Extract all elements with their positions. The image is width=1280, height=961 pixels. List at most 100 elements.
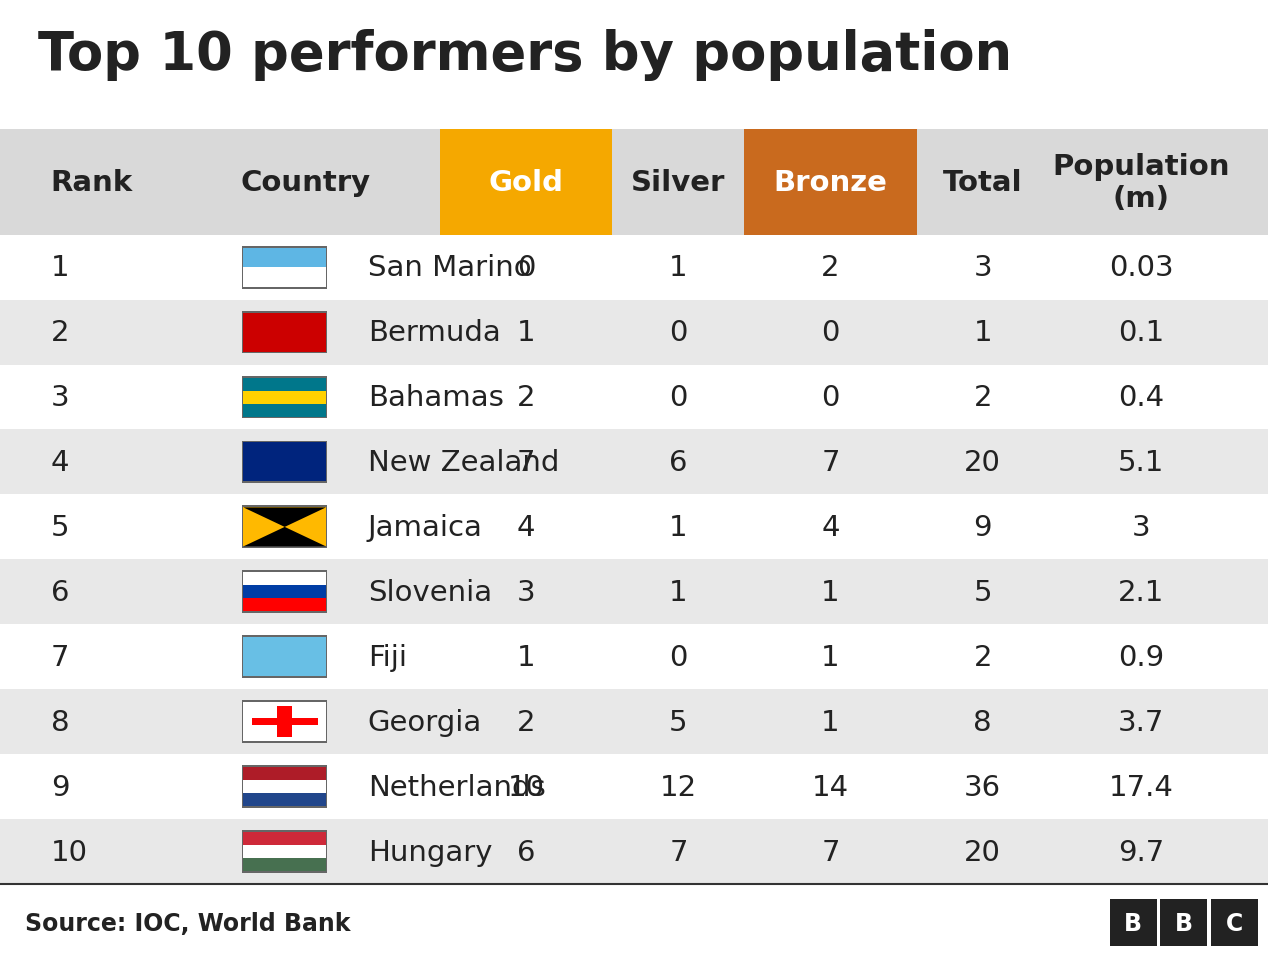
Text: 6: 6 [669,449,687,477]
Text: 20: 20 [964,838,1001,866]
Bar [0,690,1268,754]
Text: 2: 2 [51,319,69,347]
Bar [0,625,1268,690]
Text: 0: 0 [822,383,840,411]
Bar [1161,899,1207,946]
Bar [243,794,326,806]
Text: Fiji: Fiji [367,643,407,671]
Bar [242,247,328,289]
Text: 1: 1 [669,579,687,606]
Bar [0,300,1268,365]
Text: 7: 7 [669,838,687,866]
Text: 2: 2 [517,383,535,411]
Text: Total: Total [943,168,1023,197]
Text: 1: 1 [51,254,69,282]
Bar [243,443,326,481]
Text: Population
(m): Population (m) [1052,153,1230,212]
Text: 3: 3 [974,254,992,282]
Bar [242,377,328,419]
Text: Bahamas: Bahamas [367,383,503,411]
Text: 0.9: 0.9 [1119,643,1165,671]
Bar [242,830,328,874]
Text: 7: 7 [51,643,69,671]
Text: 5: 5 [669,708,687,736]
Bar [242,311,328,354]
Text: 5: 5 [974,579,992,606]
Text: Country: Country [241,168,371,197]
Text: 4: 4 [51,449,69,477]
Text: Georgia: Georgia [367,708,483,736]
Text: 3: 3 [51,383,69,411]
Text: 8: 8 [51,708,69,736]
Polygon shape [243,528,326,547]
Text: 2: 2 [517,708,535,736]
Text: 1: 1 [669,254,687,282]
Text: 8: 8 [974,708,992,736]
Bar [243,573,326,586]
Bar [243,780,326,794]
Text: 1: 1 [822,643,840,671]
Bar [243,832,326,846]
Text: 6: 6 [51,579,69,606]
Bar [242,441,328,484]
Bar [243,599,326,612]
Text: Slovenia: Slovenia [367,579,492,606]
Bar [242,765,328,808]
Bar [252,719,317,726]
Bar [243,508,326,547]
Text: 0.03: 0.03 [1108,254,1174,282]
Bar [745,130,916,235]
Text: 17.4: 17.4 [1108,773,1174,801]
Text: 14: 14 [812,773,849,801]
Bar [242,571,328,614]
Text: 1: 1 [669,513,687,541]
Text: 4: 4 [517,513,535,541]
Text: 2: 2 [974,643,992,671]
Text: Bronze: Bronze [773,168,887,197]
Bar [243,313,326,352]
Text: 0: 0 [822,319,840,347]
Bar [243,702,326,742]
Bar [242,636,328,678]
Text: Source: IOC, World Bank: Source: IOC, World Bank [26,911,351,934]
Bar [242,506,328,549]
Bar [243,249,326,268]
Text: 2: 2 [822,254,840,282]
Text: 3: 3 [517,579,535,606]
Text: B: B [1175,911,1193,934]
Text: 7: 7 [822,838,840,866]
Text: Netherlands: Netherlands [367,773,545,801]
Text: B: B [1124,911,1142,934]
Text: 0: 0 [669,383,687,411]
Bar [0,431,1268,495]
Text: 3: 3 [1132,513,1151,541]
Text: C: C [1226,911,1243,934]
Text: 1: 1 [517,319,535,347]
Text: 12: 12 [660,773,698,801]
Text: 4: 4 [822,513,840,541]
Text: 9: 9 [974,513,992,541]
Bar [1110,899,1157,946]
Text: 1: 1 [822,579,840,606]
Bar [243,405,326,417]
Text: 0.4: 0.4 [1119,383,1165,411]
Bar [243,379,326,391]
Bar [243,391,326,405]
Text: 10: 10 [508,773,545,801]
Bar [440,130,613,235]
Bar [0,365,1268,431]
Bar [0,130,1268,235]
Bar [243,767,326,780]
Text: 0: 0 [669,643,687,671]
Text: 9: 9 [51,773,69,801]
Text: Hungary: Hungary [367,838,493,866]
Bar [0,819,1268,884]
Text: Gold: Gold [489,168,563,197]
Bar [243,846,326,858]
Polygon shape [243,508,326,528]
Bar [243,638,326,677]
Text: Bermuda: Bermuda [367,319,500,347]
Text: 7: 7 [517,449,535,477]
Text: 20: 20 [964,449,1001,477]
Text: 0: 0 [669,319,687,347]
